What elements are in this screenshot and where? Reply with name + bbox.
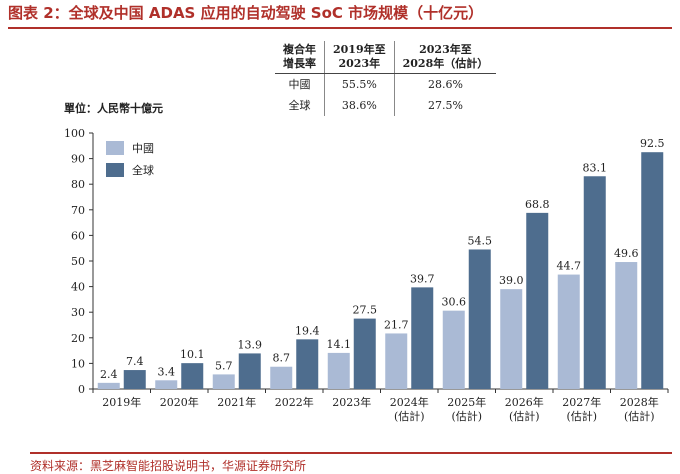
y-tick-label: 0 — [78, 383, 85, 396]
data-label: 2.4 — [100, 368, 118, 381]
bar-china — [385, 333, 408, 389]
x-tick-label: 2019年 — [102, 395, 141, 409]
data-label: 83.1 — [583, 161, 608, 174]
bar-global — [468, 249, 491, 389]
unit-label: 單位：人民幣十億元 — [64, 102, 163, 115]
bar-global — [526, 212, 549, 389]
data-label: 8.7 — [273, 352, 291, 365]
data-label: 30.6 — [442, 296, 467, 309]
bar-china — [442, 310, 465, 389]
cagr-value: 27.5% — [427, 99, 463, 112]
x-tick-label: 2020年 — [160, 395, 199, 409]
x-tick-label: 2027年(估計) — [562, 395, 601, 423]
data-label: 21.7 — [384, 318, 409, 331]
bar-global — [641, 152, 664, 389]
y-tick-label: 90 — [71, 153, 85, 166]
y-tick-label: 80 — [71, 178, 85, 191]
bar-global — [238, 353, 261, 389]
legend-label: 中國 — [132, 142, 154, 155]
bar-china — [327, 352, 350, 389]
y-tick-label: 40 — [71, 281, 85, 294]
y-tick-label: 60 — [71, 229, 85, 242]
bar-global — [583, 176, 606, 389]
data-label: 49.6 — [614, 247, 639, 260]
y-tick-label: 20 — [71, 332, 85, 345]
bar-global — [411, 287, 434, 389]
bar-china — [615, 262, 638, 389]
legend-swatch-china — [106, 141, 124, 155]
bar-china — [212, 374, 235, 389]
data-label: 54.5 — [468, 234, 493, 247]
data-label: 68.8 — [525, 198, 550, 211]
y-tick-label: 30 — [71, 306, 85, 319]
cagr-value: 38.6% — [324, 95, 395, 116]
cagr-row-china: 中國 55.5% 28.6% — [275, 73, 497, 95]
data-label: 39.7 — [410, 272, 435, 285]
cagr-row-global: 全球 38.6% 27.5% — [275, 95, 496, 116]
data-label: 19.4 — [295, 324, 320, 337]
bar-china — [557, 274, 580, 389]
x-tick-label: 2023年 — [332, 395, 371, 409]
bar-china — [500, 289, 523, 389]
x-tick-label: 2028年(估計) — [620, 395, 659, 423]
x-tick-label: 2021年 — [217, 395, 256, 409]
source-note: 资料来源：黑芝麻智能招股说明书，华源证券研究所 — [30, 452, 672, 474]
legend-label: 全球 — [132, 163, 154, 177]
data-label: 3.4 — [158, 365, 176, 378]
data-label: 7.4 — [126, 355, 144, 368]
bar-china — [270, 366, 293, 389]
legend-swatch-global — [106, 163, 124, 177]
cagr-table: 複合年 增長率 2019年至 2023年 2023年至 2028年（估計） 中國… — [275, 41, 497, 116]
data-label: 5.7 — [215, 359, 233, 372]
cagr-region-label: 中國 — [275, 73, 325, 95]
cagr-value: 28.6% — [394, 73, 497, 95]
cagr-header-label: 複合年 增長率 — [275, 41, 325, 74]
bar-global — [296, 339, 319, 389]
bar-global — [123, 370, 146, 389]
x-tick-label: 2025年(估計) — [447, 395, 486, 423]
data-label: 27.5 — [353, 304, 378, 317]
x-tick-label: 2022年 — [275, 395, 314, 409]
cagr-header-2019-2023: 2019年至 2023年 — [324, 41, 395, 74]
x-tick-label: 2026年(估計) — [505, 395, 544, 423]
bar-china — [97, 382, 120, 389]
cagr-header-row: 複合年 增長率 2019年至 2023年 2023年至 2028年（估計） — [275, 41, 497, 74]
bar-china — [155, 380, 178, 389]
cagr-value: 55.5% — [324, 73, 395, 95]
y-tick-label: 100 — [64, 127, 85, 140]
data-label: 92.5 — [640, 137, 665, 150]
y-tick-label: 10 — [71, 357, 85, 370]
cagr-region-label: 全球 — [275, 95, 325, 116]
y-tick-label: 70 — [71, 204, 85, 217]
bar-global — [353, 318, 376, 389]
chart-title: 图表 2：全球及中国 ADAS 应用的自动驾驶 SoC 市场规模（十亿元） — [8, 1, 672, 29]
cagr-header-2023-2028: 2023年至 2028年（估計） — [394, 41, 497, 74]
y-tick-label: 50 — [71, 255, 85, 268]
data-label: 10.1 — [180, 348, 205, 361]
x-tick-label: 2024年(估計) — [390, 395, 429, 423]
data-label: 39.0 — [499, 274, 524, 287]
data-label: 13.9 — [238, 338, 263, 351]
bar-global — [181, 363, 204, 389]
data-label: 14.1 — [327, 338, 352, 351]
data-label: 44.7 — [557, 260, 582, 273]
